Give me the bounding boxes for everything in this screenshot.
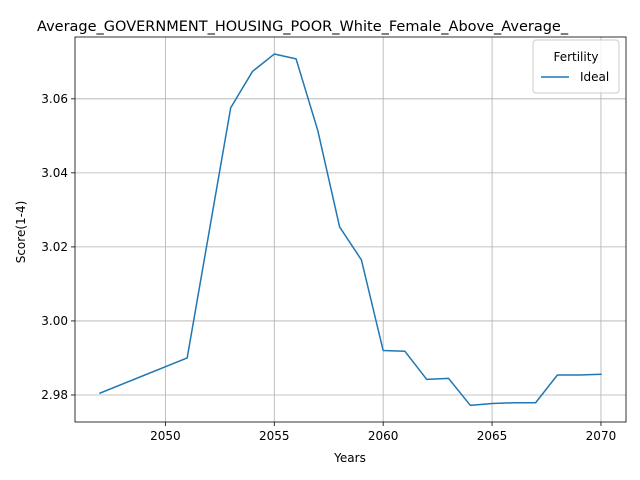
x-tick-label: 2065: [477, 429, 508, 443]
y-axis-label: Score(1-4): [14, 201, 28, 264]
x-tick-label: 2050: [150, 429, 181, 443]
ticks: 2050 2055 2060 2065 2070 2.98 3.00 3.02 3.04 3.06: [41, 92, 616, 443]
y-tick-label: 3.04: [41, 166, 68, 180]
x-axis-label: Years: [333, 451, 366, 465]
grid: [75, 37, 626, 422]
y-tick-label: 2.98: [41, 388, 68, 402]
legend-title: Fertility: [553, 50, 598, 64]
series-layer: [99, 53, 602, 407]
axes-frame: [74, 36, 627, 423]
x-tick-label: 2060: [368, 429, 399, 443]
legend-box: [532, 39, 620, 94]
chart-title: Average_GOVERNMENT_HOUSING_POOR_White_Fe…: [37, 19, 569, 35]
y-tick-label: 3.02: [41, 240, 68, 254]
y-tick-label: 3.00: [41, 314, 68, 328]
series-line-ideal: [99, 53, 602, 407]
legend-label-ideal: Ideal: [580, 70, 609, 84]
legend: Fertility Ideal: [532, 39, 620, 94]
y-tick-label: 3.06: [41, 92, 68, 106]
x-tick-label: 2070: [586, 429, 617, 443]
x-tick-label: 2055: [259, 429, 290, 443]
